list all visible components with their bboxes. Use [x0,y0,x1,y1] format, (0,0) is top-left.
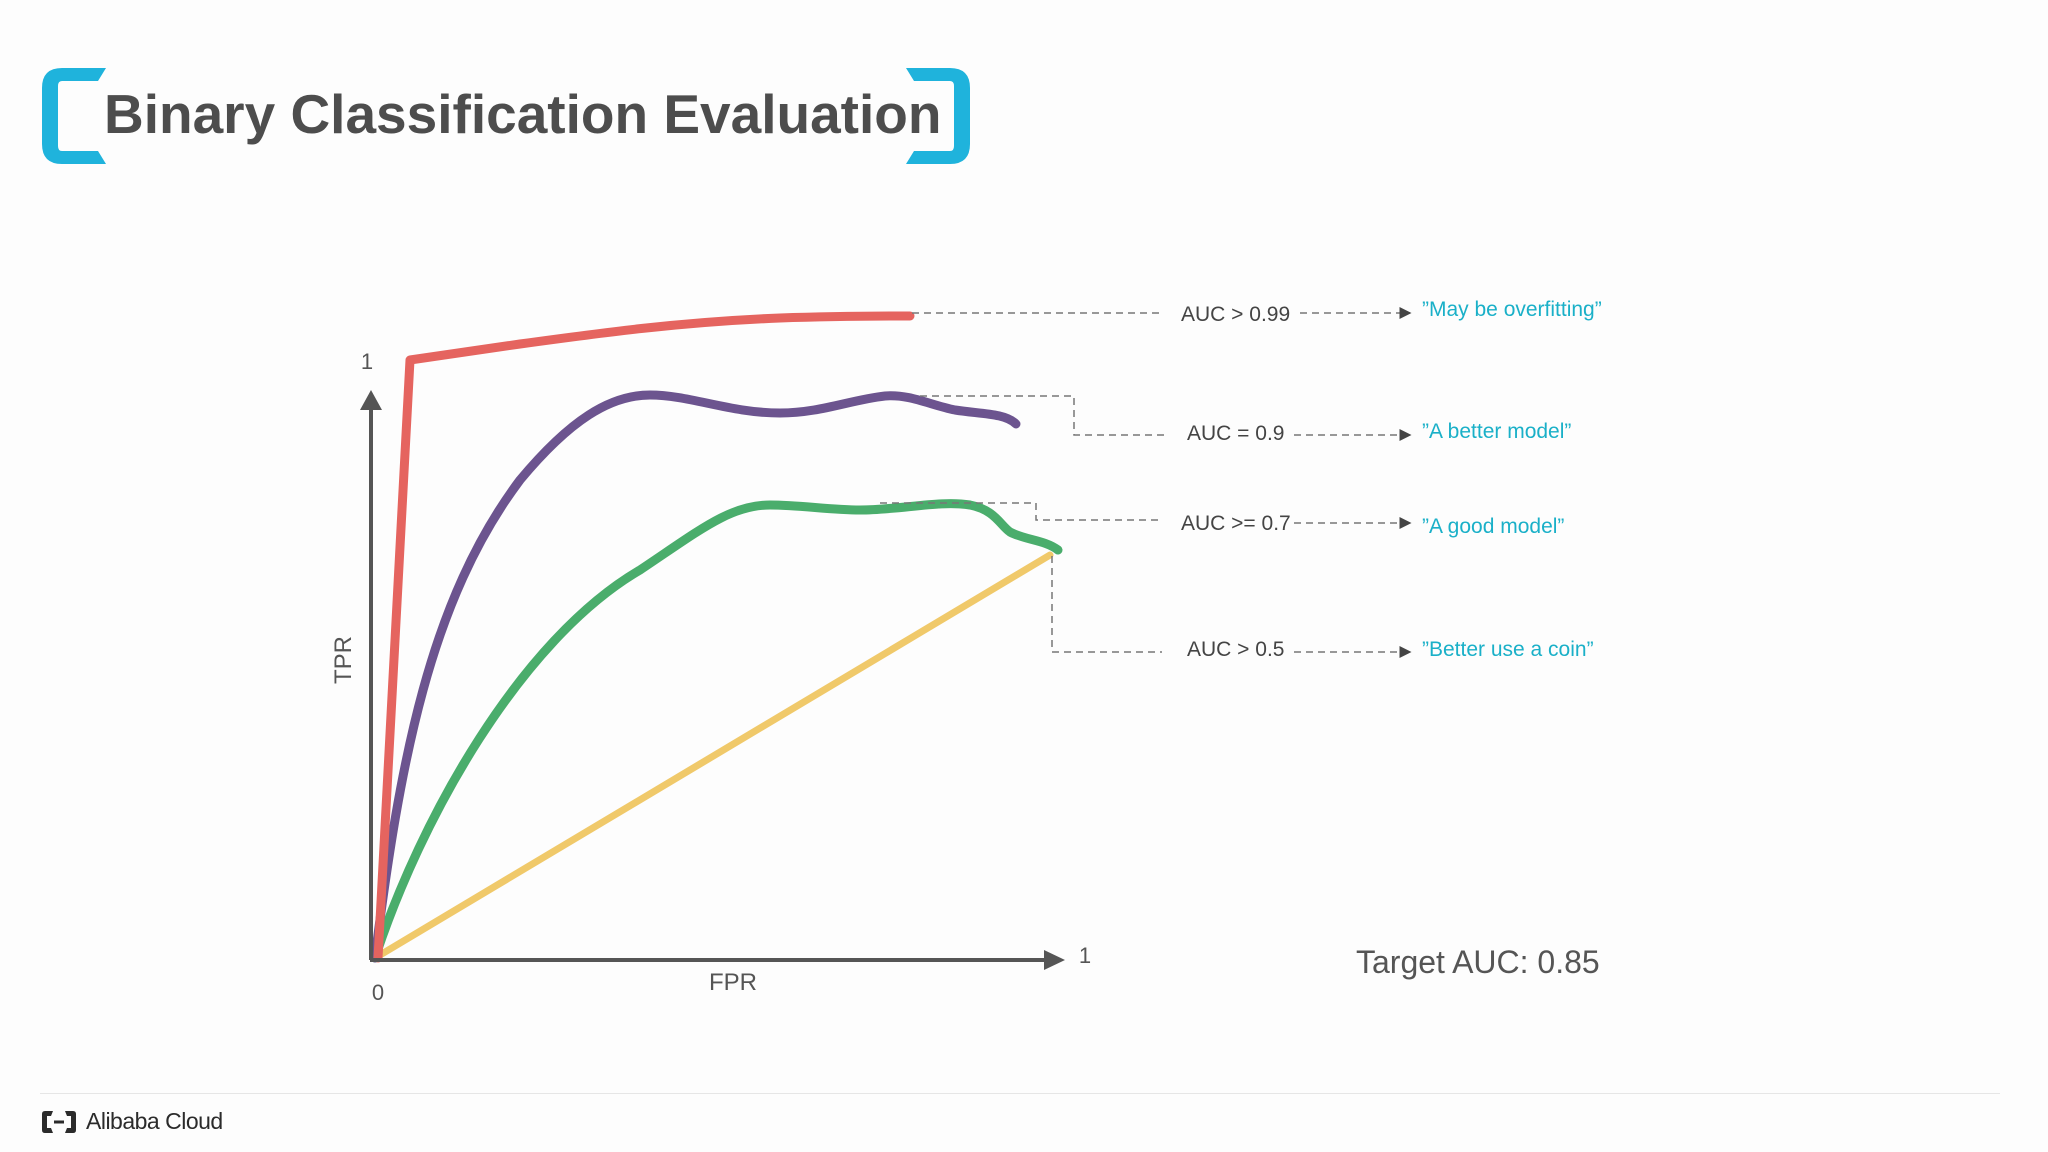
brand: Alibaba Cloud [40,1108,223,1135]
comment-good: ”A good model” [1422,515,1564,538]
x-axis-label: FPR [709,969,757,996]
slide-title: Binary Classification Evaluation [104,83,942,145]
auc-label-good: AUC >= 0.7 [1181,512,1291,535]
x-axis-arrowhead [1044,950,1065,970]
brand-name: Alibaba Cloud [86,1108,223,1134]
better-model-curve-purple [370,390,1021,963]
connector-better [920,395,1168,436]
coin-curve-yellow [371,551,1054,962]
auc-label-better: AUC = 0.9 [1187,422,1284,445]
y-axis-label: TPR [330,636,357,684]
overfitting-curve-red [373,311,915,963]
title-left-bracket [42,68,106,164]
footer-divider [40,1093,2000,1094]
good-model-curve-green [370,499,1063,963]
comment-better: ”A better model” [1422,420,1571,443]
comment-overfitting: ”May be overfitting” [1422,298,1602,321]
x-max-label: 1 [1079,943,1091,968]
origin-label: 0 [372,980,384,1005]
title-right-bracket [906,68,970,164]
auc-label-coin: AUC > 0.5 [1187,638,1284,661]
y-max-label: 1 [361,349,373,374]
comment-coin: ”Better use a coin” [1422,638,1594,661]
auc-label-overfitting: AUC > 0.99 [1181,303,1290,326]
connector-good [880,502,1162,521]
y-axis-arrowhead [360,390,382,410]
target-auc: Target AUC: 0.85 [1356,944,1600,980]
alibaba-cloud-logo-icon [42,1110,76,1133]
connector-coin [1051,556,1162,653]
